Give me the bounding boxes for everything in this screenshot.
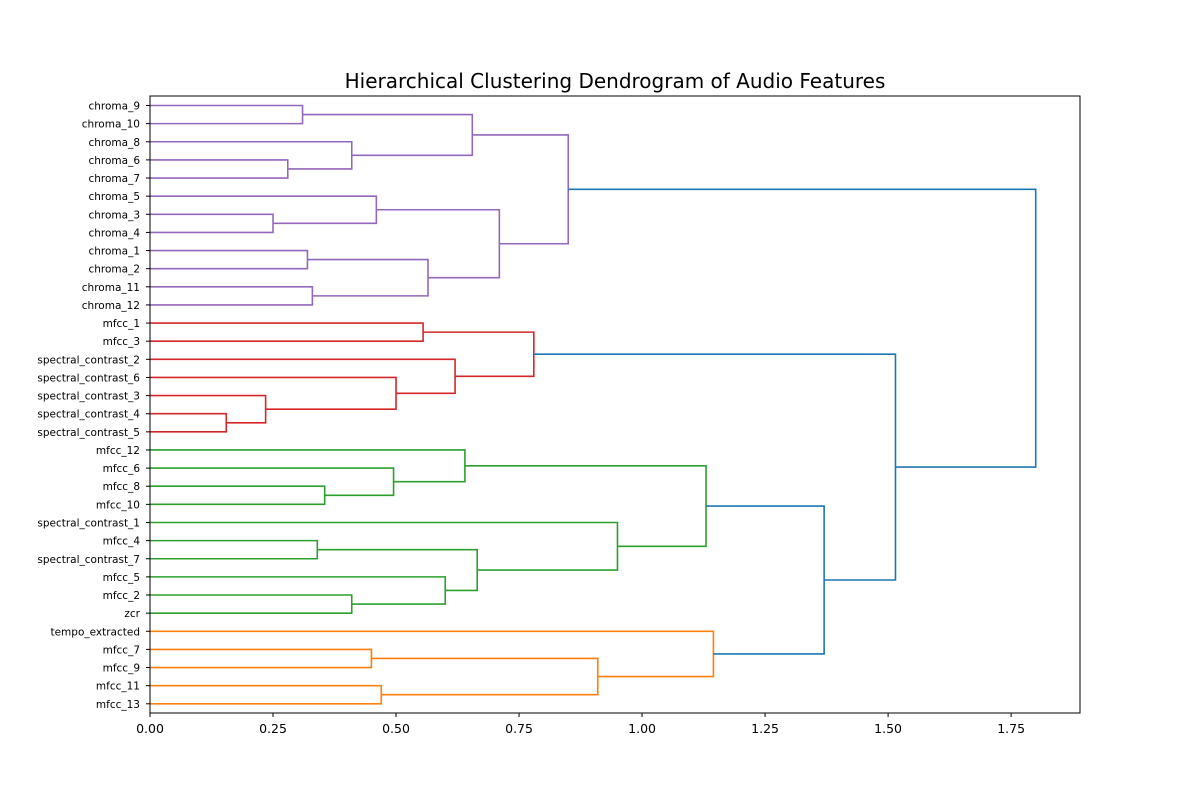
leaf-label: mfcc_2 <box>103 590 140 602</box>
leaf-label: spectral_contrast_6 <box>37 372 140 384</box>
dendrogram-link-9 <box>376 208 501 279</box>
dendrogram-link-16 <box>423 331 535 378</box>
leaf-label: chroma_6 <box>88 155 140 167</box>
x-tick-label: 1.75 <box>997 721 1025 736</box>
dendrogram-link-30 <box>706 505 825 655</box>
leaf-label: mfcc_9 <box>103 663 140 675</box>
leaf-label: chroma_12 <box>82 300 140 312</box>
leaf-label: spectral_contrast_4 <box>37 409 140 421</box>
leaf-label: chroma_11 <box>82 282 140 294</box>
x-tick-label: 1.25 <box>751 721 779 736</box>
leaf-label: zcr <box>124 608 140 620</box>
dendrogram-link-11 <box>150 322 424 342</box>
dendrogram-link-3 <box>302 113 474 157</box>
leaf-label: spectral_contrast_1 <box>37 517 140 529</box>
dendrogram-link-1 <box>150 159 289 179</box>
dendrogram-link-31 <box>533 353 897 581</box>
leaf-label: spectral_contrast_5 <box>37 427 140 439</box>
leaf-label: tempo_extracted <box>50 626 140 638</box>
dendrogram-link-17 <box>150 485 326 506</box>
x-tick-label: 0.00 <box>136 721 164 736</box>
dendrogram-link-25 <box>464 465 707 548</box>
leaf-label: chroma_2 <box>88 264 140 276</box>
dendrogram-link-21 <box>150 594 353 614</box>
leaf-label: mfcc_13 <box>96 699 140 711</box>
dendrogram-link-28 <box>371 657 599 696</box>
dendrogram-link-19 <box>150 449 466 483</box>
leaf-label: mfcc_4 <box>103 536 141 548</box>
x-tick-label: 1.50 <box>874 721 902 736</box>
leaf-label: mfcc_11 <box>96 681 140 693</box>
plot-frame <box>149 95 1081 714</box>
x-tick-label: 0.25 <box>259 721 287 736</box>
leaf-label: mfcc_10 <box>96 499 140 511</box>
leaf-label: mfcc_6 <box>103 463 141 475</box>
leaf-label: mfcc_12 <box>96 445 140 457</box>
dendrogram-link-5 <box>150 195 378 225</box>
dendrogram-link-14 <box>150 376 397 410</box>
dendrogram-links <box>150 104 1037 705</box>
dendrogram-link-2 <box>150 140 353 170</box>
leaf-label: chroma_4 <box>88 227 140 239</box>
leaf-label: mfcc_3 <box>103 336 140 348</box>
leaf-label: mfcc_5 <box>103 572 140 584</box>
dendrogram-link-8 <box>307 258 429 297</box>
dendrogram-link-10 <box>472 134 570 245</box>
leaf-label: spectral_contrast_7 <box>37 554 140 566</box>
chart-title: Hierarchical Clustering Dendrogram of Au… <box>345 69 886 93</box>
leaf-label: chroma_3 <box>88 209 140 221</box>
dendrogram-link-29 <box>150 630 715 678</box>
leaf-labels: chroma_9 chroma_10 chroma_8 chroma_6 chroma_… <box>37 101 150 711</box>
dendrogram-link-32 <box>568 188 1037 468</box>
x-tick-label: 1.00 <box>628 721 656 736</box>
leaf-label: spectral_contrast_3 <box>37 391 140 403</box>
dendrogram-link-12 <box>150 412 228 433</box>
leaf-label: chroma_10 <box>82 119 140 131</box>
x-tick-label: 0.50 <box>382 721 410 736</box>
dendrogram-link-15 <box>150 358 456 395</box>
leaf-label: spectral_contrast_2 <box>37 354 140 366</box>
dendrogram-link-26 <box>150 648 373 669</box>
dendrogram-link-18 <box>150 467 395 497</box>
x-tick-label: 0.75 <box>505 721 533 736</box>
x-axis-ticks: 0.00 0.25 0.50 0.75 1.00 1.25 1.50 1.75 <box>136 713 1025 736</box>
dendrogram-link-7 <box>150 286 314 306</box>
leaf-label: chroma_7 <box>88 173 140 185</box>
leaf-label: mfcc_1 <box>103 318 140 330</box>
dendrogram-link-22 <box>150 576 447 605</box>
leaf-label: chroma_8 <box>88 137 140 149</box>
leaf-label: mfcc_7 <box>103 644 140 656</box>
dendrogram-link-13 <box>150 394 267 424</box>
dendrogram-link-20 <box>150 539 319 560</box>
leaf-label: chroma_9 <box>88 101 140 113</box>
dendrogram-link-6 <box>150 249 309 270</box>
leaf-label: chroma_1 <box>88 246 140 258</box>
leaf-label: mfcc_8 <box>103 481 140 493</box>
dendrogram-link-4 <box>150 213 274 234</box>
leaf-label: chroma_5 <box>88 191 140 203</box>
dendrogram-link-27 <box>150 684 383 705</box>
dendrogram-link-24 <box>150 521 619 571</box>
dendrogram-link-23 <box>317 548 479 592</box>
dendrogram-link-0 <box>150 104 304 125</box>
